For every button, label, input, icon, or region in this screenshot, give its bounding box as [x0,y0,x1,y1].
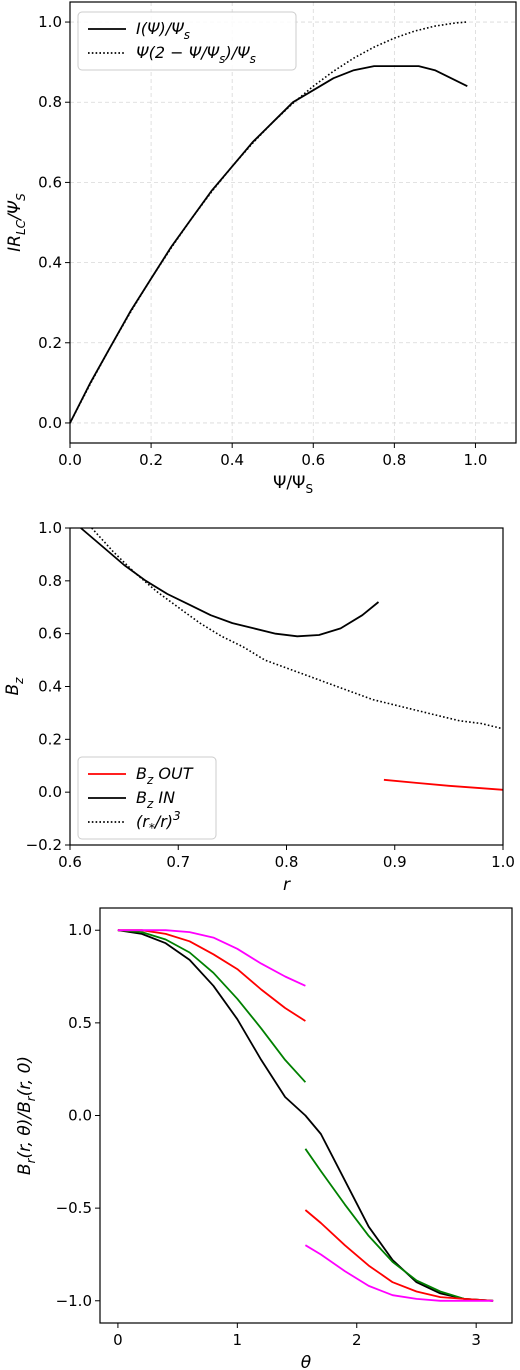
y-tick-label: 0.6 [38,625,62,643]
chart-bottom: 0 1 2 3 −1.0 −0.5 0.0 0.5 1.0 θ Br(r, θ)/Br(r, 0) [15,907,513,1370]
series-line-1 [383,778,504,791]
x-tick-label: 0.2 [139,451,163,469]
x-tick-label: 3 [471,1331,481,1349]
legend-label: I(Ψ)/Ψs [136,19,190,42]
legend-box [77,756,217,840]
y-tick-label: 1.0 [38,519,62,537]
y-tick-label: 0.2 [38,730,62,748]
x-tick-label: 0.6 [58,853,82,871]
y-tick-label: 0.6 [38,173,62,191]
legend-label: Bz OUT [136,764,194,787]
y-tick-label: 0.0 [38,783,62,801]
y-axis-title: Bz [3,677,26,696]
x-tick-label: 1.0 [491,853,515,871]
y-tick-label: 0.0 [38,414,62,432]
legend-label: Ψ(2 − Ψ/Ψs)/Ψs [136,43,256,66]
y-tick-label: −1.0 [56,1292,92,1310]
y-tick-label: −0.2 [26,836,62,854]
series-line-1 [69,65,468,424]
series-line-3 [91,527,504,730]
x-tick-label: 0.8 [382,451,406,469]
x-tick-label: 0.6 [301,451,325,469]
y-tick-label: −0.5 [56,1199,92,1217]
y-tick-label: 0.8 [38,572,62,590]
x-tick-label: 0.4 [220,451,244,469]
x-tick-label: 2 [352,1331,362,1349]
legend-label: (r*/r)3 [136,809,181,835]
x-axis-title: θ [301,1353,312,1370]
y-tick-label: 0.0 [68,1107,92,1125]
y-tick-label: 1.0 [38,13,62,31]
series-line-3 [117,929,494,1302]
x-axis-title: Ψ/ΨS [273,473,313,496]
y-tick-label: 0.2 [38,334,62,352]
x-tick-label: 1.0 [464,451,488,469]
series-line-2 [80,527,380,638]
legend-label: Bz IN [136,788,175,811]
series-line-1 [117,929,494,1302]
legend: I(Ψ)/ΨsΨ(2 − Ψ/Ψs)/Ψs [77,11,297,71]
y-tick-label: 0.8 [38,93,62,111]
y-tick-label: 1.0 [68,921,92,939]
x-tick-label: 0.9 [383,853,407,871]
x-tick-label: 0.8 [275,853,299,871]
x-tick-label: 0 [113,1331,123,1349]
x-tick-label: 1 [233,1331,243,1349]
x-tick-label: 0.0 [58,451,82,469]
y-axis-title: Br(r, θ)/Br(r, 0) [15,1056,38,1175]
series-line-4 [117,929,494,1302]
chart-top: 0.0 0.2 0.4 0.6 0.8 1.0 0.0 0.2 0.4 0.6 0.8 1.0 Ψ/ΨS… [5,1,517,496]
y-tick-label: 0.5 [68,1014,92,1032]
legend-box [77,11,297,71]
y-tick-label: 0.4 [38,678,62,696]
x-axis-title: r [283,875,291,895]
x-tick-label: 0.7 [166,853,190,871]
axes-frame [69,1,517,444]
y-axis-title: IRLC/ΨS [5,193,28,252]
chart-middle: 0.6 0.7 0.8 0.9 1.0 −0.2 0.0 0.2 0.4 0.6 0.8 1.0 r Bz… [3,519,515,895]
series-line-2 [69,21,468,424]
y-tick-label: 0.4 [38,254,62,272]
series-line-2 [117,929,494,1302]
